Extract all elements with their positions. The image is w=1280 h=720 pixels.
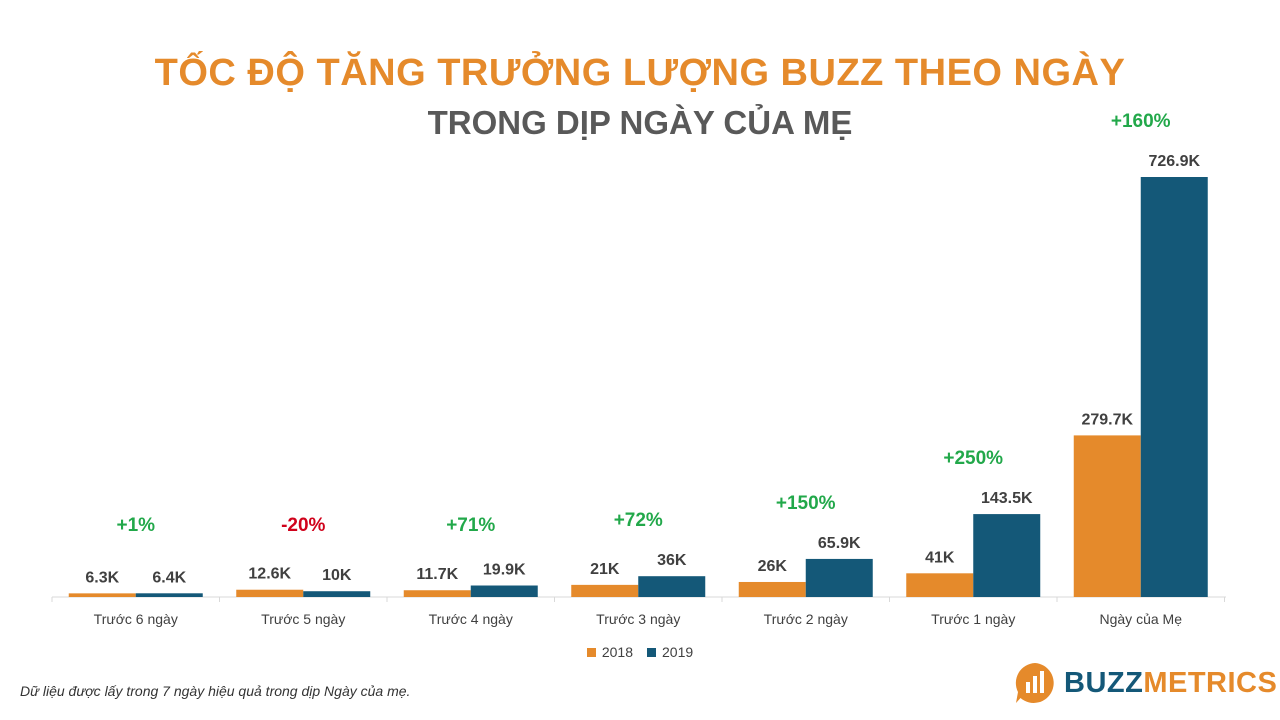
legend-label-2019: 2019 — [662, 644, 694, 660]
data-label-2018: 41K — [925, 549, 955, 566]
logo-word-metrics: METRICS — [1143, 666, 1278, 699]
buzz-bars-icon — [1015, 663, 1054, 703]
data-label-2018: 279.7K — [1081, 411, 1133, 428]
legend-swatch-2018 — [586, 647, 596, 657]
chart-subtitle: TRONG DỊP NGÀY CỦA MẸ — [427, 104, 853, 141]
legend-item-2019: 2019 — [647, 644, 693, 660]
growth-label: -20% — [281, 515, 325, 536]
bar-2018 — [403, 590, 471, 597]
data-label-2019: 143.5K — [981, 490, 1033, 507]
data-label-2018: 21K — [590, 561, 620, 578]
data-label-2019: 36K — [657, 552, 687, 569]
bar-2018 — [738, 581, 806, 597]
growth-label: +160% — [1111, 111, 1171, 132]
x-tick-label: Trước 2 ngày — [764, 611, 848, 627]
data-label-2018: 11.7K — [416, 566, 458, 583]
x-tick-label: Trước 6 ngày — [94, 611, 178, 627]
data-label-2018: 6.3K — [85, 569, 119, 586]
data-label-2019: 6.4K — [152, 569, 186, 586]
x-tick-label: Ngày của Mẹ — [1100, 611, 1183, 627]
bar-2018 — [1073, 435, 1141, 597]
growth-label: +71% — [446, 515, 495, 536]
bar-2019 — [805, 558, 873, 597]
data-label-2019: 726.9K — [1148, 153, 1200, 170]
growth-label: +1% — [116, 515, 155, 536]
bar-2019 — [303, 591, 371, 597]
bar-2019 — [135, 593, 203, 597]
data-label-2019: 65.9K — [818, 535, 861, 552]
chart-title: TỐC ĐỘ TĂNG TRƯỞNG LƯỢNG BUZZ THEO NGÀY — [154, 52, 1126, 94]
legend-swatch-2019 — [647, 647, 656, 657]
logo-wordmark: BUZZMETRICS — [1064, 667, 1277, 700]
legend-item-2018: 2018 — [586, 644, 633, 660]
growth-label: +250% — [943, 448, 1003, 469]
bar-2018 — [571, 584, 639, 597]
x-tick-label: Trước 1 ngày — [931, 611, 1015, 627]
buzzmetrics-logo: BUZZMETRICS — [1012, 660, 1277, 706]
bar-2019 — [638, 576, 706, 597]
x-tick-label: Trước 4 ngày — [429, 611, 513, 627]
x-tick-label: Trước 5 ngày — [261, 611, 345, 627]
bar-chart: 6.3K 6.4K +1% Trước 6 ngày 12.6K 10K -20% Trước… — [51, 111, 1226, 627]
logo-word-buzz: BUZZ — [1064, 666, 1144, 699]
data-label-2018: 26K — [758, 558, 788, 575]
data-label-2018: 12.6K — [248, 566, 291, 583]
x-tick-label: Trước 3 ngày — [596, 611, 680, 627]
bar-2018 — [906, 573, 974, 597]
bar-2018 — [68, 593, 136, 597]
bar-2018 — [236, 589, 304, 597]
growth-label: +150% — [776, 493, 836, 514]
data-label-2019: 19.9K — [483, 562, 526, 579]
growth-label: +72% — [614, 510, 663, 531]
bar-2019 — [973, 514, 1041, 597]
bar-2019 — [1140, 177, 1208, 597]
legend-label-2018: 2018 — [601, 644, 633, 660]
data-label-2019: 10K — [322, 567, 352, 584]
bar-2019 — [470, 585, 538, 597]
legend: 2018 2019 — [0, 644, 1280, 660]
footnote: Dữ liệu được lấy trong 7 ngày hiệu quả t… — [20, 683, 411, 699]
